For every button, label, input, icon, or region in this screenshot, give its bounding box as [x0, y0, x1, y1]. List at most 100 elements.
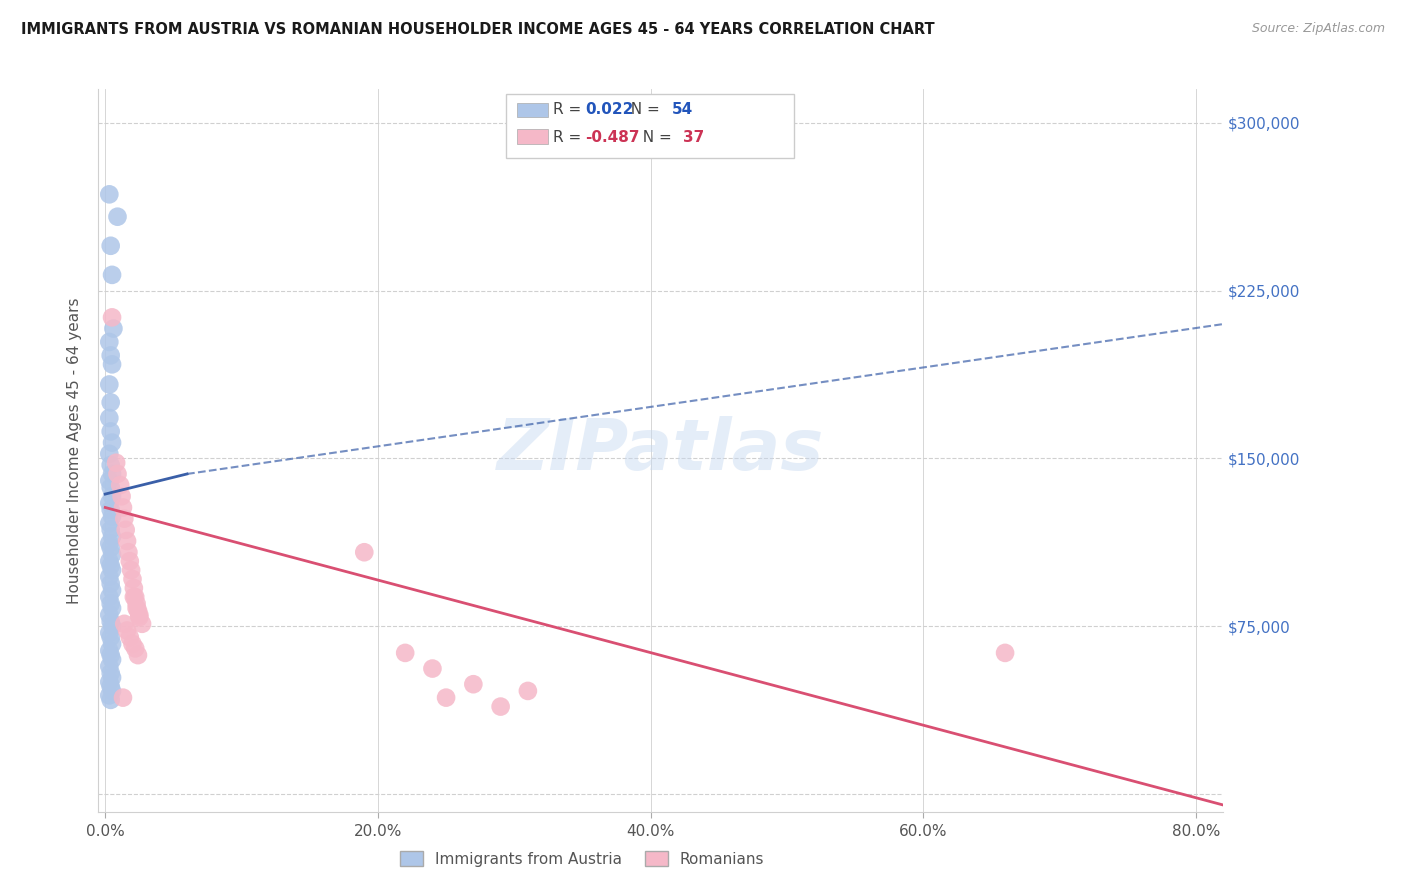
Point — [125, 597, 148, 611]
Point — [100, 239, 122, 253]
Point — [128, 607, 150, 622]
Point — [124, 641, 146, 656]
Point — [101, 509, 124, 524]
Point — [98, 675, 121, 690]
Point — [111, 690, 134, 705]
Point — [127, 648, 149, 662]
Point — [117, 545, 139, 559]
Point — [128, 610, 150, 624]
Point — [121, 637, 143, 651]
Point — [434, 690, 457, 705]
Point — [98, 377, 121, 392]
Text: N =: N = — [621, 103, 665, 117]
Text: N =: N = — [633, 130, 676, 145]
Point — [98, 554, 121, 568]
Point — [110, 478, 132, 492]
Point — [112, 511, 135, 525]
Text: 54: 54 — [672, 103, 693, 117]
Point — [100, 395, 122, 409]
Text: 0.022: 0.022 — [585, 103, 633, 117]
Point — [101, 435, 124, 450]
Point — [122, 581, 145, 595]
Point — [101, 671, 124, 685]
Point — [100, 541, 122, 555]
Text: R =: R = — [553, 103, 586, 117]
Point — [118, 554, 141, 568]
Point — [124, 590, 146, 604]
Point — [110, 489, 132, 503]
Point — [98, 570, 121, 584]
Y-axis label: Householder Income Ages 45 - 64 years: Householder Income Ages 45 - 64 years — [67, 297, 83, 604]
Legend: Immigrants from Austria, Romanians: Immigrants from Austria, Romanians — [394, 845, 770, 872]
Text: IMMIGRANTS FROM AUSTRIA VS ROMANIAN HOUSEHOLDER INCOME AGES 45 - 64 YEARS CORREL: IMMIGRANTS FROM AUSTRIA VS ROMANIAN HOUS… — [21, 22, 935, 37]
Point — [98, 447, 121, 461]
Text: R =: R = — [553, 130, 586, 145]
Point — [98, 643, 121, 657]
Point — [100, 648, 122, 662]
Point — [422, 662, 444, 676]
Point — [125, 601, 148, 615]
Point — [120, 563, 142, 577]
Point — [100, 523, 122, 537]
Text: -0.487: -0.487 — [585, 130, 640, 145]
Point — [101, 637, 124, 651]
Point — [107, 467, 129, 481]
Point — [101, 684, 124, 698]
Text: Source: ZipAtlas.com: Source: ZipAtlas.com — [1251, 22, 1385, 36]
Point — [122, 590, 145, 604]
Point — [98, 334, 121, 349]
Text: 37: 37 — [683, 130, 704, 145]
Point — [115, 624, 138, 638]
Point — [394, 646, 416, 660]
Point — [101, 652, 124, 666]
Point — [100, 597, 122, 611]
Point — [127, 603, 149, 617]
Point — [100, 693, 122, 707]
Point — [101, 583, 124, 598]
Point — [100, 630, 122, 644]
Point — [98, 689, 121, 703]
Point — [489, 699, 512, 714]
Point — [101, 563, 124, 577]
Point — [114, 523, 136, 537]
Point — [101, 310, 124, 325]
Point — [100, 502, 122, 516]
Point — [101, 268, 124, 282]
Point — [98, 187, 121, 202]
Point — [105, 456, 128, 470]
Point — [101, 601, 124, 615]
Point — [100, 576, 122, 591]
Point — [100, 615, 122, 629]
Point — [98, 536, 121, 550]
Point — [101, 619, 124, 633]
Point — [98, 474, 121, 488]
Point — [100, 680, 122, 694]
Point — [98, 659, 121, 673]
Point — [100, 348, 122, 362]
Point — [463, 677, 485, 691]
Point — [121, 572, 143, 586]
Point — [101, 489, 124, 503]
Point — [98, 625, 121, 640]
Point — [100, 458, 122, 472]
Point — [100, 480, 122, 494]
Point — [100, 666, 122, 681]
Point — [353, 545, 375, 559]
Point — [100, 558, 122, 573]
Point — [994, 646, 1017, 660]
Point — [101, 467, 124, 481]
Point — [101, 530, 124, 544]
Point — [98, 516, 121, 531]
Point — [101, 548, 124, 562]
Point — [118, 630, 141, 644]
Point — [103, 321, 125, 335]
Point — [100, 425, 122, 439]
Point — [111, 500, 134, 515]
Point — [112, 616, 135, 631]
Point — [98, 590, 121, 604]
Point — [516, 684, 538, 698]
Point — [115, 534, 138, 549]
Point — [98, 607, 121, 622]
Point — [98, 496, 121, 510]
Point — [131, 616, 153, 631]
